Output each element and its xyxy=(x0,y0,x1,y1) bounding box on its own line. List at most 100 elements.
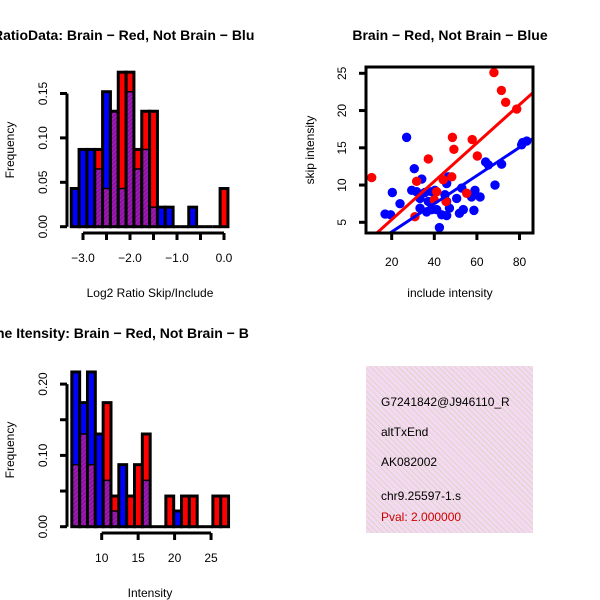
histogram-bar xyxy=(126,496,135,527)
histogram-bar-outline xyxy=(218,187,230,229)
histogram-bar xyxy=(79,149,87,227)
not-brain-point xyxy=(451,193,462,204)
not-brain-point xyxy=(475,192,485,202)
not-brain-point xyxy=(409,163,419,174)
y-tick-label: 0.10 xyxy=(36,443,50,467)
not-brain-point xyxy=(469,205,479,216)
histogram-bar xyxy=(212,496,221,527)
histogram-bar xyxy=(71,188,80,227)
x-axis-label: Log2 Ratio Skip/Include xyxy=(87,286,214,300)
histogram-overlap-bar xyxy=(142,480,151,527)
histogram-bar xyxy=(71,371,80,527)
y-tick-label: 10 xyxy=(335,178,349,192)
histogram-bar-outline xyxy=(187,494,199,529)
info-pval: Pval: 2.000000 xyxy=(381,510,462,524)
scatter-plot-area xyxy=(366,67,533,233)
brain-point xyxy=(472,151,483,161)
histogram-overlap-bar xyxy=(71,464,80,527)
y-tick-label: 0.20 xyxy=(36,372,50,396)
y-tick-label: 25 xyxy=(335,66,349,80)
y-axis-label: Frequency xyxy=(3,122,17,179)
chart-title: Brain − Red, Not Brain − Blue xyxy=(352,27,547,43)
x-tick-label: 60 xyxy=(470,255,484,269)
histogram-bar xyxy=(102,91,111,227)
info-accession: AK082002 xyxy=(381,455,438,469)
x-tick-label: 25 xyxy=(204,551,218,565)
brain-point xyxy=(467,134,477,145)
chart-title: ne Itensity: Brain − Red, Not Brain − B xyxy=(0,325,249,341)
x-tick-label: −3.0 xyxy=(71,251,95,265)
histogram-bar-outline xyxy=(163,205,175,229)
brain-fit-line xyxy=(374,90,533,233)
brain-point xyxy=(438,175,448,185)
info-panel: G7241842@J946110_R altTxEnd AK082002 chr… xyxy=(366,366,533,533)
x-axis-label: include intensity xyxy=(407,286,492,300)
y-tick-label: 0.00 xyxy=(36,215,50,239)
y-tick-label: 0.05 xyxy=(36,170,50,194)
histogram-overlap-bar xyxy=(141,149,150,227)
brain-point xyxy=(411,176,422,187)
y-tick-label: 0.10 xyxy=(36,126,50,150)
histogram-bar xyxy=(189,496,198,527)
info-event-id: G7241842@J946110_R xyxy=(381,395,510,409)
histogram-bar xyxy=(149,111,158,227)
histogram-bar xyxy=(87,371,96,527)
histogram-bar xyxy=(188,207,197,227)
not-brain-point xyxy=(490,180,500,190)
not-brain-fit-line xyxy=(387,136,533,233)
brain-point xyxy=(423,154,434,164)
histogram-bar-outline xyxy=(148,109,159,229)
histogram-overlap-bar xyxy=(118,188,127,227)
y-axis-label: skip intensity xyxy=(303,116,317,185)
histogram-bar xyxy=(165,207,174,227)
y-tick-label: 15 xyxy=(335,141,349,155)
brain-point xyxy=(447,132,458,143)
not-brain-point xyxy=(395,198,405,209)
histogram-bar xyxy=(134,464,143,527)
not-brain-point xyxy=(441,210,452,221)
histogram-bar xyxy=(118,464,127,527)
not-brain-point xyxy=(458,204,468,215)
x-tick-label: −2.0 xyxy=(118,251,142,265)
histogram-bar xyxy=(118,72,127,227)
brain-point xyxy=(489,67,499,78)
histogram-overlap-bar xyxy=(133,168,142,227)
x-tick-label: −1.0 xyxy=(165,251,189,265)
histogram-overlap-bar xyxy=(79,434,88,527)
histogram-overlap-bar xyxy=(110,111,119,227)
x-tick-label: 80 xyxy=(513,255,527,269)
y-tick-label: 20 xyxy=(335,104,349,118)
histogram-bar xyxy=(173,511,182,527)
brain-point xyxy=(431,187,442,197)
histogram-bar xyxy=(181,496,190,527)
brain-point xyxy=(500,97,511,108)
x-axis-label: Intensity xyxy=(128,586,173,600)
x-tick-label: 10 xyxy=(95,551,109,565)
histogram-bar-outline xyxy=(187,205,199,229)
histogram-bar xyxy=(165,496,174,527)
brain-point xyxy=(496,85,507,96)
brain-point xyxy=(461,188,472,198)
histogram-overlap-bar xyxy=(94,168,103,227)
histogram-overlap-bar xyxy=(103,480,111,527)
histogram-bar xyxy=(220,496,229,527)
brain-point xyxy=(447,172,457,182)
histogram-bar xyxy=(95,434,104,527)
y-tick-label: 5 xyxy=(335,219,349,226)
plot-frame xyxy=(364,65,535,235)
not-brain-point xyxy=(434,222,445,233)
histogram-bar xyxy=(157,207,166,227)
histogram-overlap-bar xyxy=(110,511,119,527)
histogram-bar-outline xyxy=(101,401,113,529)
x-tick-label: 15 xyxy=(131,551,145,565)
histogram-bar-outline xyxy=(219,494,231,529)
histogram-overlap-bar xyxy=(102,188,111,227)
info-location: chr9.25597-1.s xyxy=(381,489,462,503)
histogram-overlap-bar xyxy=(149,207,158,227)
histogram-overlap-bar xyxy=(126,91,134,227)
x-tick-label: 40 xyxy=(428,255,442,269)
brain-point xyxy=(449,144,459,154)
chart-title: RatioData: Brain − Red, Not Brain − Blu xyxy=(0,27,254,43)
